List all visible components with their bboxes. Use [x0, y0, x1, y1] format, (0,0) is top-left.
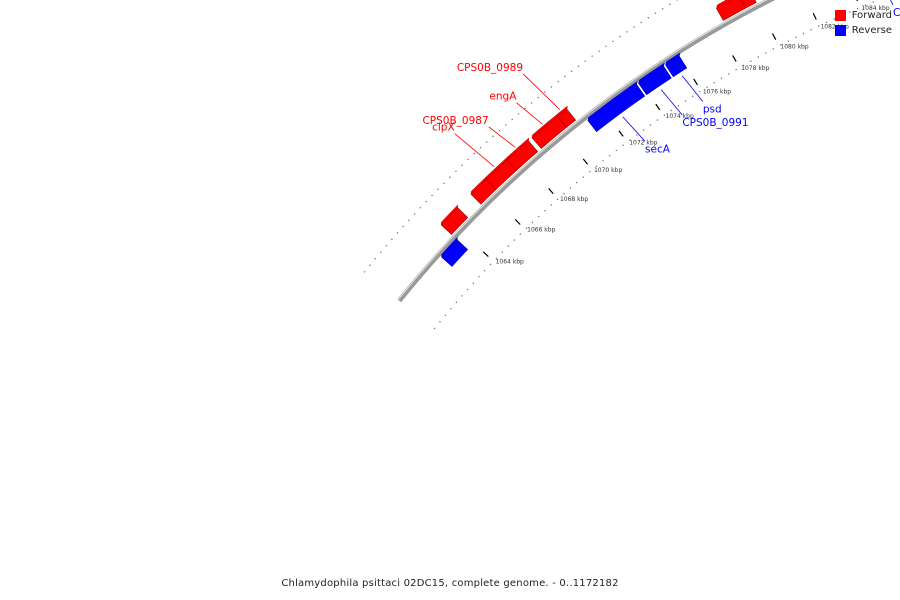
- gene-block-3: [485, 156, 518, 190]
- kbp-label: 1084 kbp: [861, 5, 889, 12]
- kbp-label: 1074 kbp: [666, 113, 694, 120]
- gene-track: [440, 0, 757, 267]
- kbp-tick: [693, 78, 698, 86]
- kbp-tick: [514, 219, 521, 225]
- label-leader: [516, 102, 543, 125]
- gene-label: CPS0B_0987: [422, 115, 488, 127]
- kbp-label: 1066 kbp: [527, 227, 555, 234]
- legend-forward-label: Forward: [851, 10, 892, 21]
- kbp-label: 1072 kbp: [629, 139, 657, 146]
- kbp-label: 1068 kbp: [560, 196, 588, 203]
- gene-block-6: [557, 105, 577, 128]
- gene-block-4: [506, 137, 539, 171]
- label-leader: [522, 73, 561, 110]
- label-leader: [454, 133, 495, 167]
- strand-legend: Forward Reverse: [834, 8, 892, 38]
- gene-label: engA: [489, 91, 517, 103]
- gene-block-7: [587, 80, 646, 133]
- reverse-swatch: [834, 25, 846, 36]
- kbp-tick: [812, 12, 817, 20]
- gene-block-1: [440, 204, 469, 235]
- gene-block-30: [441, 236, 468, 267]
- label-leader: [488, 126, 516, 148]
- kbp-tick: [655, 103, 661, 111]
- kbp-tick: [618, 130, 624, 137]
- gene-block-2: [470, 175, 497, 205]
- kbp-label: 1064 kbp: [496, 258, 524, 265]
- kbp-label: 1078 kbp: [741, 65, 769, 72]
- kbp-tick: [482, 251, 489, 258]
- arc-guides: [363, 0, 881, 330]
- backbone-line: [397, 0, 776, 303]
- forward-swatch: [834, 10, 846, 21]
- kbp-tick: [582, 158, 589, 165]
- kbp-scale: 1064 kbp 1066 kbp 1068 kbp 1070 kbp 1072 kbp…: [482, 0, 890, 265]
- label-leader: [681, 75, 704, 102]
- gene-block-8: [638, 62, 672, 96]
- kbp-label: 1080 kbp: [780, 44, 808, 51]
- gene-label: secA: [645, 143, 671, 155]
- kbp-tick: [771, 33, 777, 40]
- backbone-highlight: [397, 0, 768, 301]
- gene-label: CPS0B_0989: [457, 62, 523, 74]
- kbp-tick: [856, 0, 859, 2]
- outer-guide-arc: [363, 0, 679, 273]
- gene-block-11: [741, 0, 757, 9]
- kbp-label: 1082 kbp: [820, 24, 848, 31]
- kbp-label: 1070 kbp: [594, 167, 622, 174]
- kbp-label: 1076 kbp: [703, 88, 731, 95]
- label-leader: [889, 0, 894, 6]
- gene-label: CPS0B_0991: [682, 117, 748, 129]
- label-leader: [622, 116, 646, 142]
- gene-label: clpX: [432, 122, 455, 134]
- gene-block-9: [665, 52, 688, 78]
- legend-forward: Forward: [834, 8, 892, 23]
- kbp-tick: [548, 188, 554, 195]
- gene-label: psd: [703, 104, 722, 116]
- gene-label: CPS0B_0997: [893, 7, 900, 19]
- genome-caption: Chlamydophila psittaci 02DC15, complete …: [281, 578, 619, 589]
- legend-reverse: Reverse: [834, 23, 892, 38]
- kbp-tick: [732, 55, 737, 62]
- label-leader: [660, 89, 683, 116]
- legend-reverse-label: Reverse: [851, 25, 892, 36]
- genome-backbone: [397, 0, 776, 303]
